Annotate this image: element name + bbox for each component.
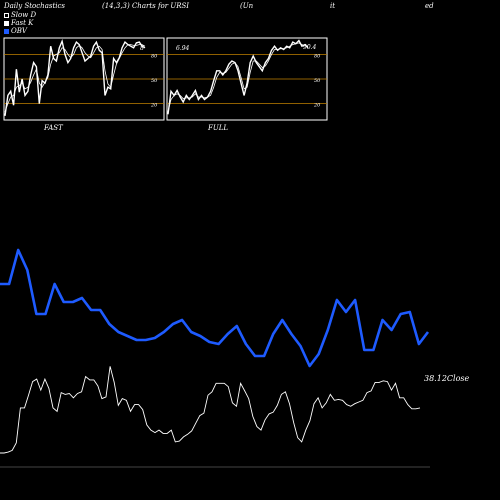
fast-last-value: 8	[140, 45, 144, 52]
price-value: 38.12	[424, 374, 447, 383]
level-label-80: 80	[151, 53, 158, 59]
slow-d-line	[4, 44, 146, 112]
full-panel: 80 50 20 6.94 90.4 FULL	[166, 37, 328, 132]
legend-swatch-blue	[4, 28, 9, 34]
company-part-2: it	[330, 2, 336, 10]
chart-title: Daily Stochastics	[4, 2, 66, 10]
level-label-50: 50	[151, 78, 158, 84]
level-label-20: 20	[150, 103, 158, 109]
level-label-80: 80	[314, 53, 321, 59]
fast-panel-title: FAST	[43, 124, 64, 132]
full-last-value: 90.4	[303, 44, 317, 51]
legend-label: Fast K	[11, 19, 34, 27]
full-panel-title: FULL	[207, 124, 228, 132]
legend-label: Slow D	[11, 11, 37, 19]
fast-k-line	[4, 39, 146, 116]
fast-panel: 80 50 20 8 FAST	[3, 37, 165, 132]
legend-item-fast-k: Fast K	[4, 19, 33, 27]
company-part-3: ed	[425, 2, 434, 10]
obv-line	[0, 248, 430, 368]
legend-swatch-hollow	[4, 12, 9, 18]
legend-swatch-white	[4, 20, 9, 26]
full-first-value: 6.94	[176, 45, 190, 52]
level-label-20: 20	[313, 103, 321, 109]
price-line	[0, 366, 421, 454]
company-part-1: (Un	[240, 2, 254, 10]
price-close-label: 38.12Close	[424, 374, 470, 383]
full-d-line	[167, 42, 309, 112]
price-suffix: Close	[447, 374, 470, 383]
chart-params: (14,3,3) Charts for URSI	[102, 2, 190, 10]
legend-label: OBV	[11, 27, 27, 35]
legend-item-obv: OBV	[4, 27, 27, 35]
price-obv-panel: 38.12Close	[0, 248, 470, 468]
legend-item-slow-d: Slow D	[4, 11, 36, 19]
level-label-50: 50	[314, 78, 321, 84]
